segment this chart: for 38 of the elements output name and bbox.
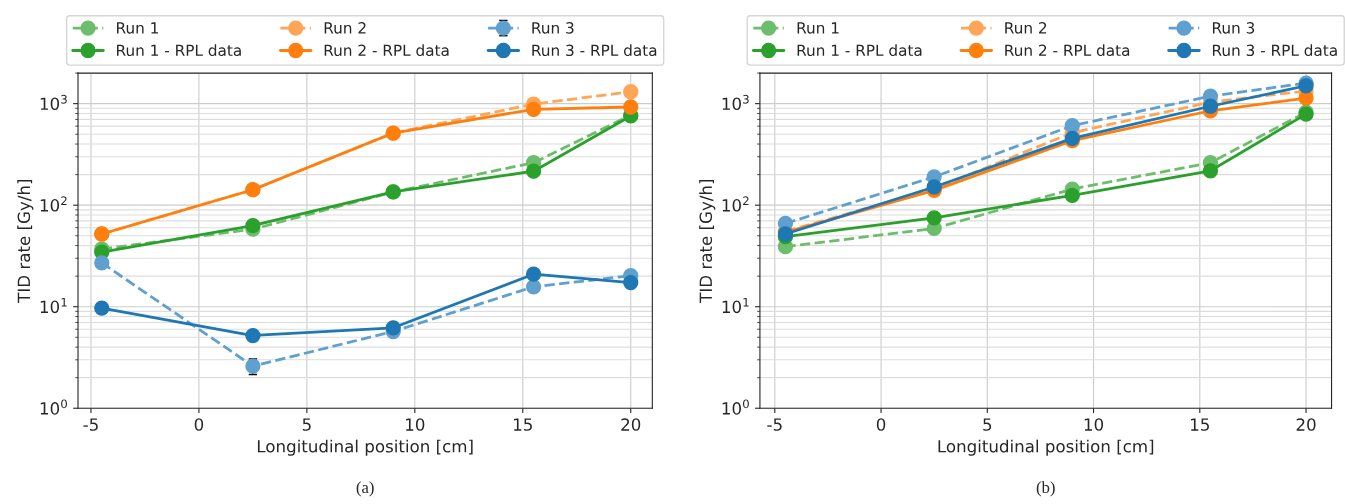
y-tick-label: 10$^{1}$ [722,298,749,314]
x-tick-label: -5 [83,418,98,431]
legend-label: Run 3 [532,22,574,34]
x-tick-label: 5 [983,418,992,431]
x-tick-label: 15 [1191,418,1209,431]
y-tick-label: 10$^{0}$ [40,399,67,415]
legend-label: Run 1 - RPL data [117,44,241,57]
y-tick-label: 10$^{1}$ [40,298,67,314]
text: (b) [1036,481,1055,497]
legend-label: Run 1 [117,22,158,34]
x-tick-label: 20 [1296,418,1316,431]
legend-label: Run 2 [324,22,366,34]
x-tick-label: 15 [514,418,532,431]
y-axis-title: TID rate [Gy/h] [699,179,716,303]
y-tick-label: 10$^{2}$ [40,196,67,212]
legend-label: Run 2 [1005,22,1047,34]
legend-label: Run 3 [1212,22,1255,34]
y-tick-label: 10$^{0}$ [722,399,749,415]
x-axis-title: Longitudinal position [cm] [257,439,473,456]
x-tick-label: 0 [194,418,204,431]
x-tick-label: 0 [876,418,886,431]
y-tick-label: 10$^{3}$ [722,94,749,111]
y-tick-label: 10$^{2}$ [722,196,749,212]
x-tick-label: 20 [621,418,641,431]
legend-label: Run 2 - RPL data [1005,44,1130,57]
legend-label: Run 3 - RPL data [1212,44,1337,57]
legend-label: Run 1 [797,22,839,34]
x-tick-label: 10 [406,418,425,431]
legend-label: Run 3 - RPL data [532,44,657,57]
legend-label: Run 2 - RPL data [324,44,449,57]
y-axis-title: TID rate [Gy/h] [17,179,34,303]
x-axis-title: Longitudinal position [cm] [938,439,1154,456]
text: (a) [356,481,374,497]
x-tick-label: 5 [302,418,311,431]
legend-label: Run 1 - RPL data [797,44,922,57]
x-tick-label: 10 [1084,418,1104,431]
x-tick-label: -5 [767,418,782,431]
y-tick-label: 10$^{3}$ [40,94,67,111]
